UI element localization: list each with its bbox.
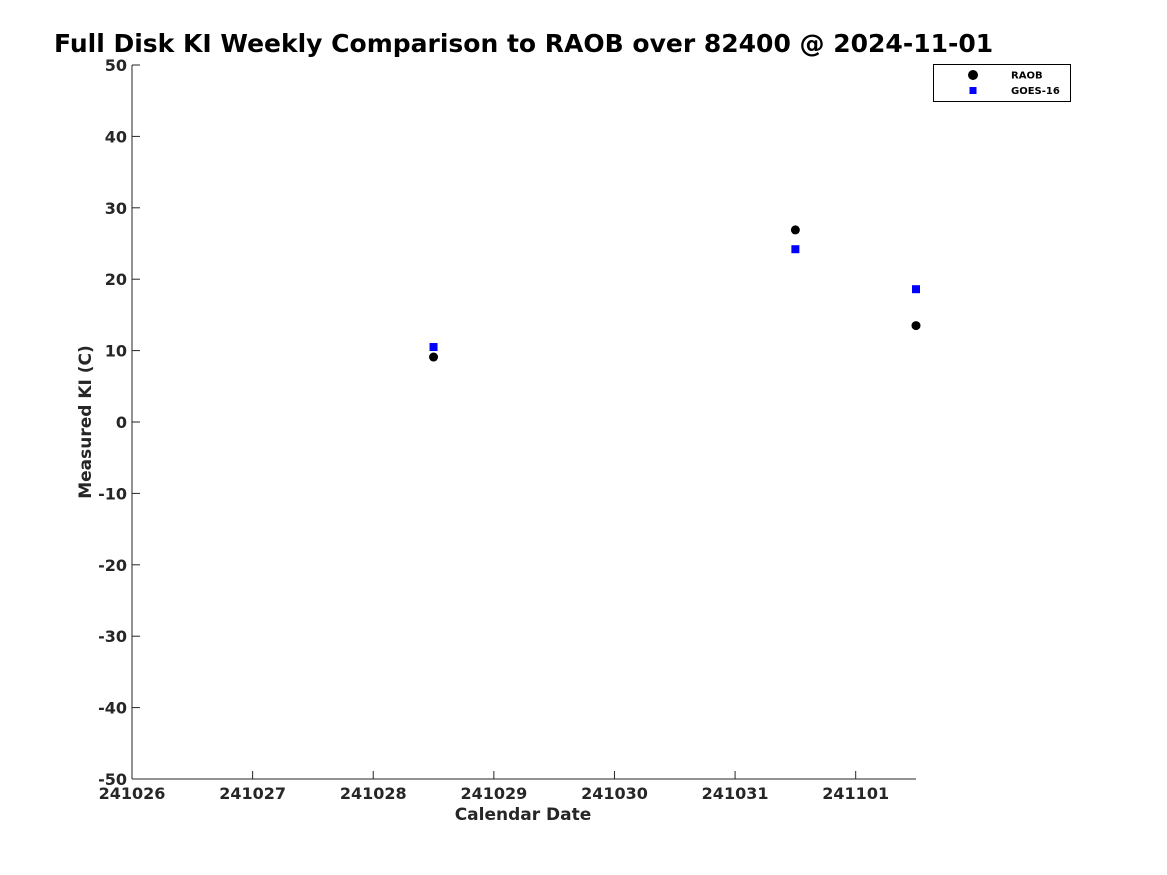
x-tick-label: 241026 — [99, 784, 166, 803]
raob-point — [790, 225, 800, 235]
y-tick-label: 10 — [105, 342, 127, 361]
y-tick-label: 40 — [105, 127, 127, 146]
x-axis-ticks: 241026 241027 241028 241029 241030 241031 2411… — [99, 771, 889, 803]
x-tick-label: 241027 — [219, 784, 286, 803]
x-tick-label: 241031 — [702, 784, 769, 803]
y-tick-label: 30 — [105, 199, 127, 218]
x-tick-label: 241028 — [340, 784, 407, 803]
y-tick-label: -40 — [98, 699, 127, 718]
raob-point — [911, 321, 921, 331]
x-tick-label: 241029 — [460, 784, 527, 803]
goes-16-point — [912, 285, 920, 294]
y-tick-label: -10 — [98, 484, 127, 503]
y-tick-label: 20 — [105, 270, 127, 289]
y-tick-label: -30 — [98, 627, 127, 646]
raob-point — [429, 352, 439, 362]
x-tick-label: 241030 — [581, 784, 648, 803]
legend-entry-label: RAOB — [1011, 71, 1043, 82]
data-points — [429, 225, 921, 362]
legend-entry-label: GOES-16 — [1011, 86, 1060, 97]
y-tick-label: 0 — [116, 413, 127, 432]
chart-title: Full Disk KI Weekly Comparison to RAOB o… — [54, 29, 993, 58]
axes — [131, 65, 916, 780]
legend-marker-raob — [968, 70, 978, 80]
goes-16-point — [791, 245, 800, 254]
y-tick-label: 50 — [105, 56, 127, 75]
goes-16-point — [429, 343, 438, 352]
legend: RAOB GOES-16 — [933, 64, 1071, 102]
y-tick-label: -20 — [98, 556, 127, 575]
legend-marker-goes-16 — [969, 87, 977, 94]
legend-box — [933, 64, 1071, 102]
x-tick-label: 241101 — [822, 784, 889, 803]
y-axis-ticks: -50 -40 -30 -20 -10 0 10 20 30 40 50 — [98, 56, 140, 789]
y-axis-label: Measured KI (C) — [76, 345, 96, 499]
x-axis-label: Calendar Date — [455, 805, 592, 825]
y-tick-label: -50 — [98, 770, 127, 789]
